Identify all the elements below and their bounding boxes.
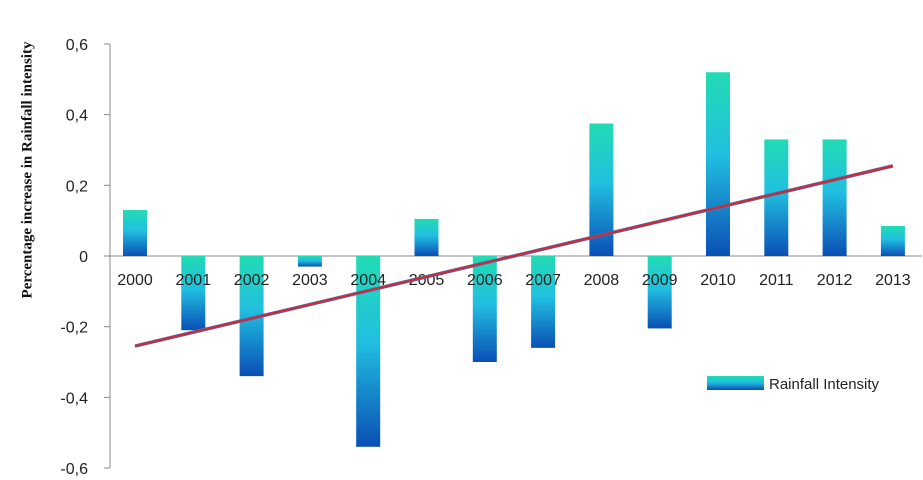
y-tick-label: -0,4: [60, 390, 88, 407]
bar-2006: [472, 256, 497, 362]
x-tick-label: 2013: [875, 272, 911, 289]
y-tick-label: -0,6: [60, 461, 88, 478]
x-tick-label: 2003: [292, 272, 328, 289]
bar-2013: [880, 225, 905, 256]
x-tick-label: 2010: [700, 272, 736, 289]
x-tick-label: 2007: [525, 272, 561, 289]
y-tick-label: -0,2: [60, 320, 88, 337]
bar-2007: [531, 256, 556, 348]
y-tick-label: 0,4: [66, 108, 88, 125]
bar-2011: [764, 139, 789, 256]
x-tick-label: 2006: [467, 272, 503, 289]
x-tick-label: 2012: [817, 272, 853, 289]
y-tick-label: 0,6: [66, 37, 88, 54]
x-tick-label: 2000: [117, 272, 153, 289]
x-tick-label: 2011: [759, 272, 794, 289]
trendline: [134, 164, 894, 348]
bar-2003: [297, 256, 322, 267]
legend: Rainfall Intensity: [707, 376, 880, 393]
y-tick-label: 0: [79, 249, 88, 266]
legend-swatch: [707, 376, 764, 390]
bar-2012: [822, 139, 847, 256]
bar-2005: [414, 218, 439, 256]
bar-2000: [123, 210, 147, 256]
bar-2001: [181, 256, 206, 331]
x-tick-label: 2004: [350, 272, 386, 289]
y-axis-title: Percentage increase in Rainfall intensit…: [19, 41, 36, 299]
legend-label: Rainfall Intensity: [769, 376, 880, 393]
bar-2009: [647, 256, 672, 329]
x-tick-label: 2002: [234, 272, 270, 289]
x-tick-label: 2008: [584, 272, 620, 289]
x-tick-label: 2009: [642, 272, 678, 289]
x-tick-label: 2001: [176, 272, 212, 289]
y-tick-label: 0,2: [66, 178, 88, 195]
bar-2010: [706, 72, 730, 257]
